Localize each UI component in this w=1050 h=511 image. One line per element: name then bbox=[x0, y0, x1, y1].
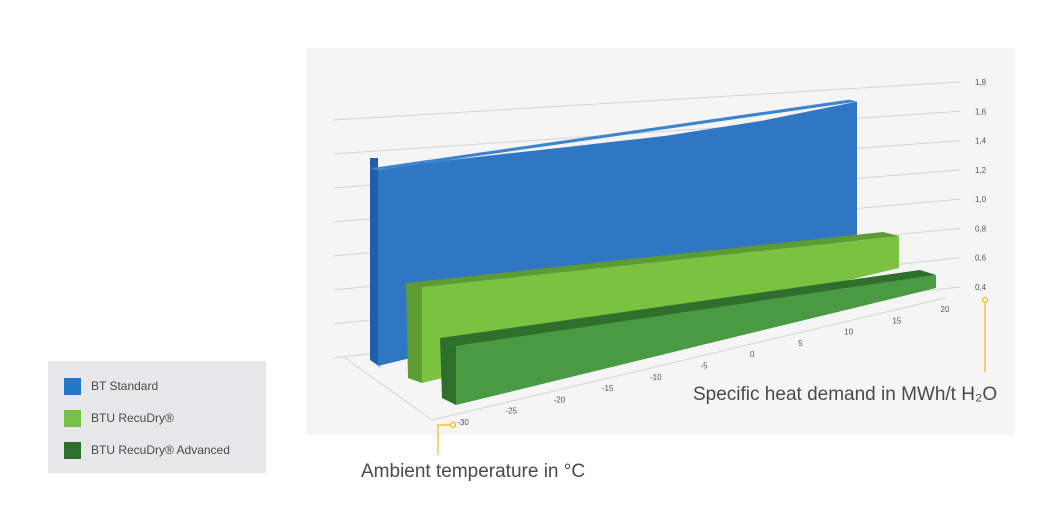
legend-swatch bbox=[64, 409, 81, 427]
x-tick-label: 20 bbox=[941, 305, 950, 314]
x-tick-label: -25 bbox=[505, 407, 517, 416]
x-tick-label: 15 bbox=[892, 316, 901, 325]
y-axis-ticks: 0,4 0,6 0,8 1,0 1,2 1,4 1,6 1,8 bbox=[975, 78, 987, 292]
series-btu-recudry-advanced-face bbox=[456, 275, 936, 405]
y-tick-label: 0,8 bbox=[975, 224, 987, 233]
axis-title-leaders bbox=[437, 296, 989, 455]
y-tick-label: 0,4 bbox=[975, 283, 987, 292]
y-tick-label: 1,6 bbox=[975, 107, 987, 116]
legend-item-bt-standard: BT Standard bbox=[64, 377, 158, 395]
gridline bbox=[332, 81, 961, 121]
series-btu-recudry-advanced-side bbox=[440, 338, 456, 405]
legend-swatch bbox=[64, 441, 81, 459]
floor-edge-left bbox=[344, 357, 433, 421]
x-tick-label: 0 bbox=[750, 350, 755, 359]
x-title-leader-dot bbox=[449, 421, 457, 429]
y-tick-label: 1,2 bbox=[975, 166, 987, 175]
series-layer bbox=[370, 99, 936, 405]
legend-swatch bbox=[64, 377, 81, 395]
x-axis-ticks: -30 -25 -20 -15 -10 -5 0 5 10 15 20 bbox=[457, 305, 950, 427]
legend: BT Standard BTU RecuDry® BTU RecuDry® Ad… bbox=[48, 361, 266, 473]
legend-item-btu-recudry: BTU RecuDry® bbox=[64, 409, 174, 427]
series-btu-recudry-side bbox=[406, 283, 422, 383]
legend-label: BTU RecuDry® Advanced bbox=[91, 443, 230, 457]
y-title-leader-dot bbox=[981, 296, 989, 304]
x-axis-title: Ambient temperature in °C bbox=[361, 461, 586, 482]
floor-edge-front bbox=[431, 297, 946, 421]
y-axis-title: Specific heat demand in MWh/t H₂O bbox=[693, 384, 998, 405]
series-btu-recudry-top bbox=[406, 232, 899, 287]
legend-label: BT Standard bbox=[91, 379, 159, 393]
x-tick-label: -5 bbox=[700, 362, 708, 371]
y-tick-label: 1,8 bbox=[975, 78, 987, 87]
series-btu-recudry-advanced-top bbox=[440, 270, 936, 346]
x-tick-label: 10 bbox=[844, 328, 853, 337]
x-tick-label: -10 bbox=[650, 373, 662, 382]
y-tick-label: 1,4 bbox=[975, 137, 987, 146]
y-tick-label: 0,6 bbox=[975, 254, 987, 263]
legend-label: BTU RecuDry® bbox=[91, 411, 174, 425]
legend-item-btu-recudry-advanced: BTU RecuDry® Advanced bbox=[64, 441, 230, 459]
x-tick-label: -15 bbox=[602, 384, 614, 393]
x-tick-label: -20 bbox=[554, 395, 566, 404]
x-title-leader bbox=[437, 424, 453, 455]
x-tick-label: -30 bbox=[457, 418, 469, 427]
series-bt-standard-side bbox=[370, 158, 382, 368]
x-tick-label: 5 bbox=[798, 339, 803, 348]
y-tick-label: 1,0 bbox=[975, 195, 987, 204]
series-bt-standard-top bbox=[370, 99, 857, 171]
